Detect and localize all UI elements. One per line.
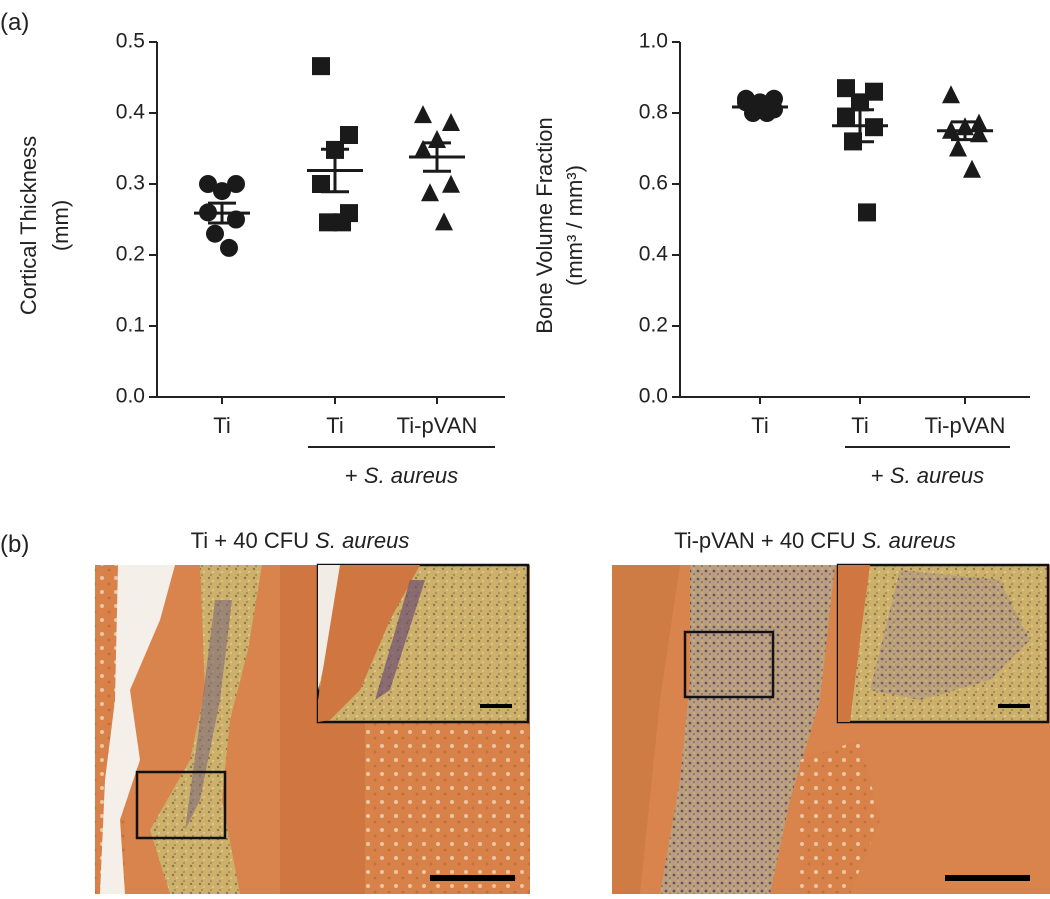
data-point xyxy=(970,124,988,143)
data-point xyxy=(333,213,351,232)
data-point xyxy=(435,212,453,231)
y-tick-label: 1.0 xyxy=(639,30,668,53)
error-bar xyxy=(846,108,874,144)
data-point xyxy=(865,82,883,101)
data-point xyxy=(949,138,967,157)
y-axis-label: (mm³ / mm³) xyxy=(562,165,587,286)
label: + S. aureus xyxy=(871,463,984,488)
label-text: + xyxy=(345,463,358,488)
panel-label: (b) xyxy=(0,531,29,558)
error-bar xyxy=(746,102,774,112)
label-text: Ti-pVAN + 40 CFU xyxy=(674,528,856,553)
data-point xyxy=(414,105,432,124)
label-text: Ti + 40 CFU xyxy=(191,528,309,553)
y-tick-label: 0.3 xyxy=(116,172,145,195)
data-point xyxy=(442,112,460,131)
y-axis-label: (mm) xyxy=(48,200,73,251)
data-point xyxy=(442,174,460,193)
y-tick-label: 0.1 xyxy=(116,314,145,337)
data-point xyxy=(227,175,245,193)
y-tick-label: 0.6 xyxy=(639,172,668,195)
x-tick-label: Ti xyxy=(851,413,869,438)
histology-image xyxy=(612,563,1050,894)
data-point xyxy=(963,159,981,178)
label: Ti-pVAN + 40 CFU S. aureus xyxy=(674,528,956,553)
y-tick-label: 0.4 xyxy=(116,101,146,124)
label: + S. aureus xyxy=(345,463,458,488)
error-bar xyxy=(423,141,451,173)
data-point xyxy=(319,213,337,232)
y-axis-label: Bone Volume Fraction xyxy=(532,117,557,333)
y-tick-label: 0.0 xyxy=(639,385,668,408)
data-point xyxy=(414,139,432,158)
label-italic: S. aureus xyxy=(890,463,984,488)
y-tick-label: 0.8 xyxy=(639,101,668,124)
x-tick-label: Ti-pVAN xyxy=(925,413,1006,438)
label: Ti + 40 CFU S. aureus xyxy=(191,528,410,553)
error-bar xyxy=(321,147,349,194)
data-point xyxy=(837,107,855,126)
panel-label: (a) xyxy=(0,9,29,36)
data-point xyxy=(213,182,231,201)
y-tick-label: 0.4 xyxy=(639,243,669,266)
error-bar xyxy=(208,201,236,225)
data-point xyxy=(206,224,224,243)
label-italic: S. aureus xyxy=(862,528,956,553)
data-point xyxy=(312,175,330,193)
data-point xyxy=(851,93,869,112)
y-axis-label: Cortical Thickness xyxy=(16,136,41,315)
x-tick-label: Ti xyxy=(213,413,231,438)
label-text: + xyxy=(871,463,884,488)
data-point xyxy=(942,85,960,104)
data-point xyxy=(837,79,855,98)
x-tick-label: Ti xyxy=(326,413,344,438)
error-bar xyxy=(951,120,979,142)
label-italic: S. aureus xyxy=(364,463,458,488)
y-tick-label: 0.2 xyxy=(639,314,668,337)
histology-image xyxy=(95,563,530,894)
y-tick-label: 0.0 xyxy=(116,385,145,408)
data-point xyxy=(858,203,876,222)
y-tick-label: 0.2 xyxy=(116,243,145,266)
y-tick-label: 0.5 xyxy=(116,30,145,53)
data-point xyxy=(340,126,358,145)
data-point xyxy=(312,57,330,76)
x-tick-label: Ti xyxy=(751,413,769,438)
data-point xyxy=(421,183,439,202)
x-tick-label: Ti-pVAN xyxy=(397,413,478,438)
data-point xyxy=(199,175,217,193)
label-italic: S. aureus xyxy=(315,528,409,553)
data-point xyxy=(220,238,238,257)
